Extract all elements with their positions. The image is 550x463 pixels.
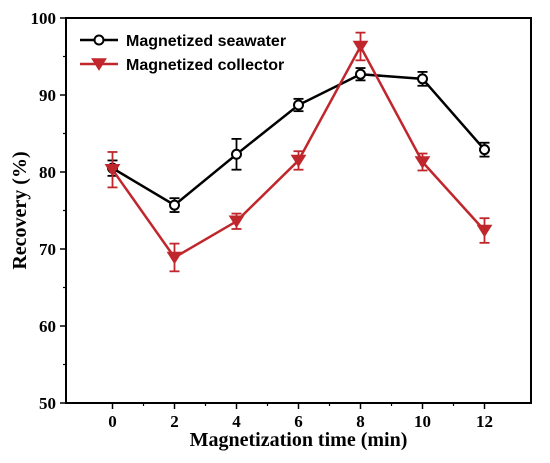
- series-1: [107, 67, 490, 213]
- data-point: [166, 251, 183, 265]
- x-tick-label: 12: [476, 412, 493, 431]
- data-point: [290, 154, 307, 168]
- x-tick-label: 0: [108, 412, 117, 431]
- legend: Magnetized seawater Magnetized collector: [80, 33, 286, 74]
- series-2: [104, 31, 493, 273]
- y-tick-label: 100: [31, 9, 57, 28]
- plot-border: [65, 17, 532, 404]
- data-point: [231, 148, 242, 160]
- plot-frame: [65, 17, 532, 404]
- x-axis-title: Magnetization time (min): [190, 429, 408, 451]
- x-tick-label: 4: [232, 412, 241, 431]
- data-point: [476, 224, 493, 238]
- legend-swatch-marker: [93, 34, 105, 46]
- legend-label: Magnetized collector: [126, 57, 284, 74]
- data-point: [104, 163, 121, 177]
- y-tick-label: 50: [39, 394, 56, 413]
- legend-swatch-marker: [91, 58, 107, 71]
- data-point: [479, 144, 490, 156]
- x-tick-label: 10: [414, 412, 431, 431]
- y-tick-label: 80: [39, 163, 56, 182]
- legend-item-1: Magnetized seawater: [80, 33, 286, 50]
- series-line: [111, 72, 486, 207]
- data-point: [414, 156, 431, 169]
- axis-ticks: 0 2 4 6 8 10 12 50 60 70 80 90 100: [31, 9, 494, 431]
- data-point: [228, 215, 245, 229]
- y-tick-label: 90: [39, 86, 56, 105]
- legend-label: Magnetized seawater: [126, 33, 286, 50]
- x-tick-label: 6: [294, 412, 303, 431]
- y-tick-label: 60: [39, 317, 56, 336]
- x-tick-label: 2: [170, 412, 179, 431]
- x-tick-label: 8: [356, 412, 365, 431]
- data-point: [293, 99, 304, 111]
- data-point: [355, 68, 366, 80]
- data-point: [352, 40, 369, 54]
- series-layer: [104, 31, 493, 273]
- y-tick-label: 70: [39, 240, 56, 259]
- data-point: [169, 199, 180, 211]
- data-point: [417, 73, 428, 85]
- legend-item-2: Magnetized collector: [80, 57, 284, 74]
- y-axis-title: Recovery (%): [9, 151, 31, 269]
